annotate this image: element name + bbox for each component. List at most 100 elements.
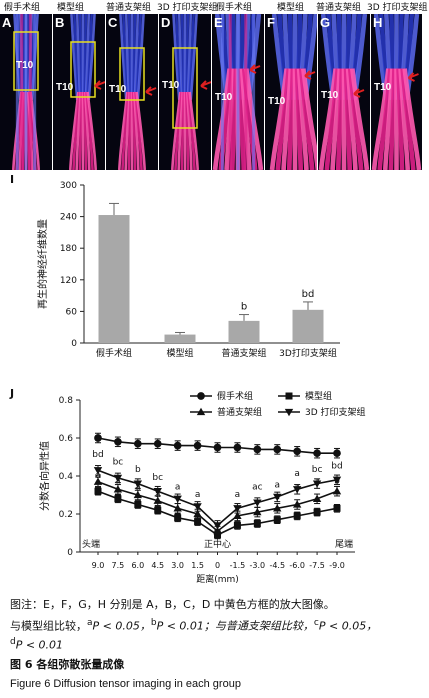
significance-letter: a xyxy=(95,471,101,481)
t10-label: T10 xyxy=(268,96,286,107)
fiber-tract-image xyxy=(212,14,264,170)
t10-label: T10 xyxy=(215,92,233,103)
tail-end-note: 尾端 xyxy=(335,538,353,550)
data-point xyxy=(213,443,222,452)
data-point xyxy=(213,522,222,530)
data-point xyxy=(233,505,242,513)
dti-panel-h: H T10 xyxy=(371,14,422,170)
data-point xyxy=(196,407,206,416)
data-point xyxy=(313,508,321,516)
data-point xyxy=(173,495,182,503)
panel-header-4: 3D 打印支架组 xyxy=(157,3,218,13)
data-point xyxy=(133,439,142,448)
data-point xyxy=(174,514,182,522)
figure-title-cn: 图 6 各组弥散张量成像 xyxy=(10,658,125,671)
data-point xyxy=(284,408,294,417)
x-tick-label: -1.5 xyxy=(230,561,246,570)
panel-header-5: 假手术组 xyxy=(216,3,253,13)
data-point xyxy=(154,506,162,514)
significance-letter: a xyxy=(314,477,320,487)
fiber-tract-image xyxy=(371,14,422,170)
data-point xyxy=(273,504,282,512)
data-point xyxy=(194,518,202,526)
significance-letter: b xyxy=(334,477,340,487)
data-point xyxy=(253,445,262,454)
dti-panel-b: B T10 xyxy=(53,14,105,170)
yellow-box xyxy=(13,31,39,91)
red-arrow-icon xyxy=(94,80,105,90)
data-point xyxy=(153,496,162,504)
data-point xyxy=(313,449,321,458)
significance-letter: ac xyxy=(252,482,263,492)
bar xyxy=(228,320,260,343)
data-point xyxy=(312,480,322,488)
significance-letter: bc xyxy=(152,473,163,483)
data-point xyxy=(93,467,103,475)
significance-letter: a xyxy=(294,469,300,479)
data-point xyxy=(233,521,241,529)
data-point xyxy=(153,439,162,448)
x-tick-label: 1.5 xyxy=(191,561,204,570)
significance-letter: a xyxy=(294,482,300,492)
chart-j-label: J xyxy=(10,387,15,400)
data-point xyxy=(113,474,123,483)
x-tick-label: 4.5 xyxy=(151,561,164,570)
red-arrow-icon xyxy=(304,70,316,80)
y-tick-label: 0.8 xyxy=(59,396,74,406)
x-tick-label: -4.5 xyxy=(269,561,285,570)
bar xyxy=(164,334,196,343)
fiber-tract-image xyxy=(53,14,105,170)
t10-label: T10 xyxy=(16,60,34,71)
red-arrow-icon xyxy=(407,72,419,82)
data-point xyxy=(273,493,282,502)
significance-letter: a xyxy=(155,490,161,500)
data-point xyxy=(332,476,342,484)
data-point xyxy=(273,516,281,524)
t10-label: T10 xyxy=(109,84,127,95)
data-point xyxy=(133,490,143,499)
data-point xyxy=(253,499,262,507)
significance-letter: a xyxy=(195,490,201,500)
series-4 xyxy=(93,465,342,531)
category-label: 假手术组 xyxy=(96,347,132,359)
center-note: 正中心 xyxy=(204,538,231,550)
data-point xyxy=(134,501,142,508)
data-point xyxy=(292,486,302,494)
dti-panel-a: A T10 xyxy=(0,14,52,170)
chart-i-label: I xyxy=(10,173,15,186)
significance-letter: bd xyxy=(92,450,103,460)
x-tick-label: -9.0 xyxy=(329,561,345,570)
fiber-tract-image xyxy=(106,14,158,170)
panel-letter: G xyxy=(320,15,331,30)
red-arrow-icon xyxy=(200,80,211,90)
bar-annotation: b xyxy=(241,302,247,313)
y-tick-label: 0 xyxy=(71,339,77,349)
data-point xyxy=(114,495,122,503)
x-tick-label: -7.5 xyxy=(309,561,325,570)
panel-letter: C xyxy=(108,15,118,30)
significance-letter: a xyxy=(274,480,280,490)
red-arrow-icon xyxy=(145,86,157,96)
y-axis-label: 分数各向异性值 xyxy=(38,441,51,511)
y-tick-label: 0.2 xyxy=(59,510,73,520)
y-tick-label: 0.6 xyxy=(59,434,74,444)
data-point xyxy=(333,449,341,458)
y-tick-label: 0.4 xyxy=(59,472,74,482)
x-tick-label: -6.0 xyxy=(289,561,305,570)
fa-line-chart: 0 0.2 0.4 0.6 0.8 9.0 7.5 6.0 4.5 3.0 1.5 0 -1.5 -3.0… xyxy=(38,390,366,585)
data-point xyxy=(332,487,342,495)
significance-letter: a xyxy=(274,492,280,502)
panel-header-3: 普通支架组 xyxy=(106,3,152,13)
bar xyxy=(98,215,130,343)
panel-header-2: 模型组 xyxy=(57,3,85,13)
fiber-tract-image xyxy=(265,14,317,170)
data-point xyxy=(114,437,122,446)
panel-header-6: 模型组 xyxy=(277,3,305,13)
x-tick-label: 7.5 xyxy=(112,561,125,570)
category-label: 3D打印支架组 xyxy=(279,347,337,359)
panel-letter: A xyxy=(2,15,12,30)
data-point xyxy=(133,480,143,488)
series-1 xyxy=(94,432,341,459)
